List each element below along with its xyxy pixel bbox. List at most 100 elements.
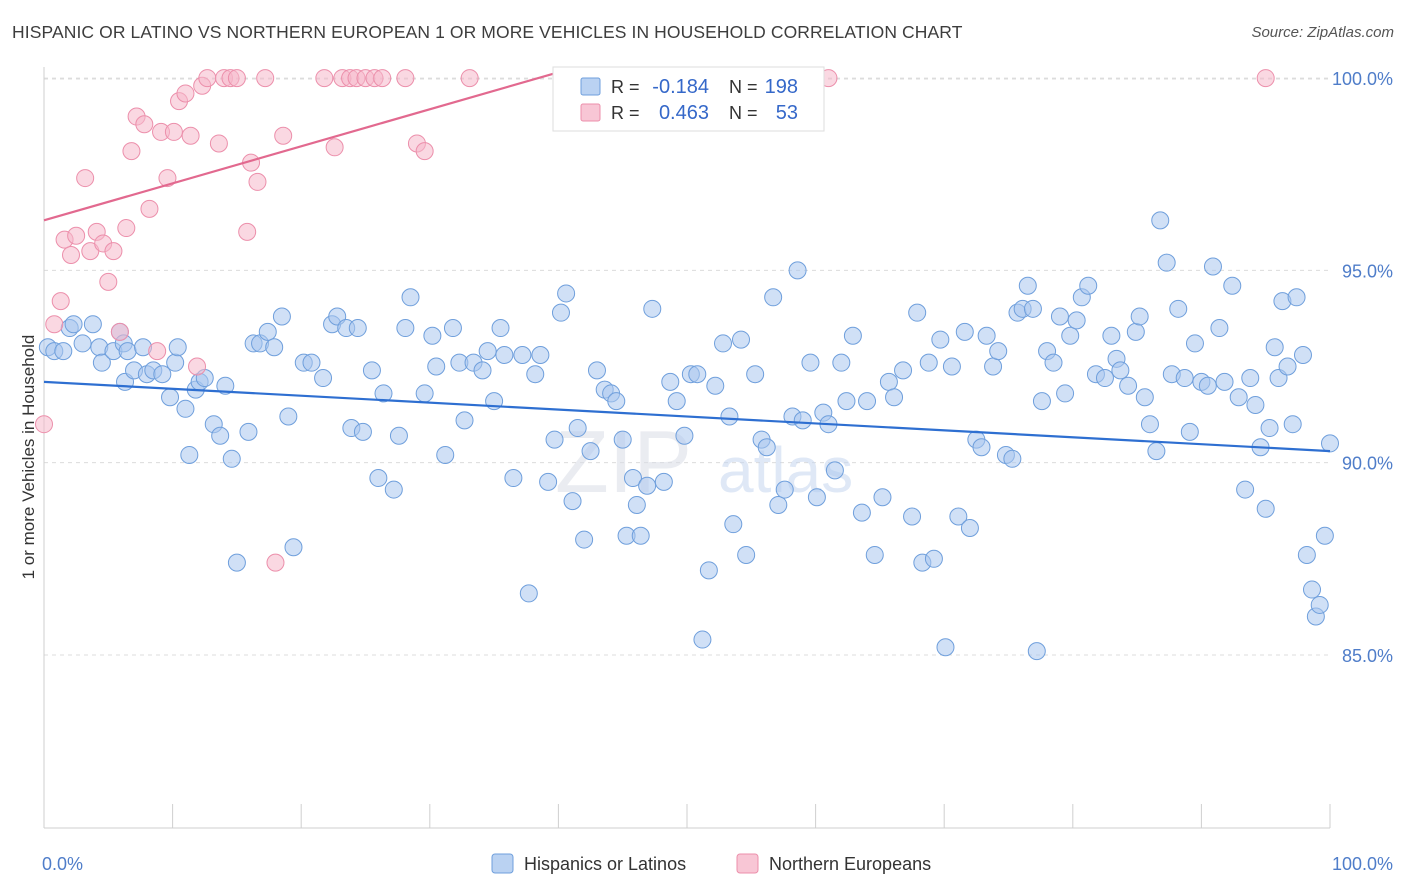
data-point: [675, 426, 694, 445]
data-point: [587, 361, 606, 380]
data-point: [1067, 311, 1086, 330]
data-point: [455, 411, 474, 430]
data-point: [643, 299, 662, 318]
data-point: [211, 426, 230, 445]
data-point: [720, 407, 739, 426]
data-point: [1032, 392, 1051, 411]
data-point: [885, 388, 904, 407]
data-point: [879, 372, 898, 391]
data-point: [769, 495, 788, 514]
data-point: [1297, 545, 1316, 564]
data-point: [209, 134, 228, 153]
data-point: [45, 315, 64, 334]
trend-line-hispanics: [43, 380, 1331, 453]
data-point: [239, 422, 258, 441]
data-point: [373, 69, 392, 88]
data-point: [1095, 369, 1114, 388]
data-point: [1315, 526, 1334, 545]
data-point: [654, 472, 673, 491]
y-tick-label: 95.0%: [1342, 261, 1393, 281]
data-point: [315, 69, 334, 88]
legend-item-northern-europeans-label: Northern Europeans: [769, 854, 931, 874]
data-point: [314, 369, 333, 388]
data-point: [1126, 322, 1145, 341]
data-point: [513, 345, 532, 364]
data-point: [1229, 388, 1248, 407]
data-point: [473, 361, 492, 380]
data-point: [176, 399, 195, 418]
data-point: [568, 419, 587, 438]
data-point: [557, 284, 576, 303]
trend-lines: [43, 69, 1331, 453]
data-point: [746, 365, 765, 384]
data-point: [627, 495, 646, 514]
data-point: [443, 319, 462, 338]
data-point: [279, 407, 298, 426]
data-point: [436, 445, 455, 464]
data-point: [955, 322, 974, 341]
data-point: [1135, 388, 1154, 407]
data-point: [227, 553, 246, 572]
data-point: [931, 330, 950, 349]
data-point: [688, 365, 707, 384]
source-label: Source: ZipAtlas.com: [1251, 24, 1394, 41]
y-tick-label: 85.0%: [1342, 646, 1393, 666]
data-point: [908, 303, 927, 322]
data-point: [661, 372, 680, 391]
legend-r-label-2: R =: [611, 103, 640, 123]
legend-n-label-2: N =: [729, 103, 758, 123]
chart-title: HISPANIC OR LATINO VS NORTHERN EUROPEAN …: [12, 22, 963, 42]
data-point: [348, 319, 367, 338]
data-point: [984, 357, 1003, 376]
data-point: [865, 545, 884, 564]
data-point: [873, 488, 892, 507]
data-point: [1246, 395, 1265, 414]
data-point: [161, 388, 180, 407]
data-point: [832, 353, 851, 372]
data-point: [1056, 384, 1075, 403]
data-point: [732, 330, 751, 349]
data-point: [222, 449, 241, 468]
data-point: [972, 438, 991, 457]
data-point: [396, 69, 415, 88]
data-point: [825, 461, 844, 480]
data-point: [384, 480, 403, 499]
data-point: [180, 445, 199, 464]
data-point: [1003, 449, 1022, 468]
data-point: [788, 261, 807, 280]
data-point: [122, 142, 141, 161]
data-point: [960, 519, 979, 538]
data-point: [545, 430, 564, 449]
legend-r-value-2: 0.463: [659, 102, 709, 124]
data-point: [83, 315, 102, 334]
data-point: [62, 245, 81, 264]
data-point: [764, 288, 783, 307]
data-point: [924, 549, 943, 568]
data-point: [362, 361, 381, 380]
data-point: [575, 530, 594, 549]
x-tick-label: 0.0%: [42, 854, 83, 874]
data-point: [526, 365, 545, 384]
data-point: [164, 122, 183, 141]
data-point: [353, 422, 372, 441]
data-point: [1283, 415, 1302, 434]
data-point: [623, 469, 642, 488]
data-point: [67, 226, 86, 245]
data-point: [1241, 369, 1260, 388]
data-point: [1310, 595, 1329, 614]
correlation-legend-box: R = -0.184 N = 198 R = 0.463 N = 53: [552, 66, 825, 132]
y-axis-label: 1 or more Vehicles in Household: [19, 335, 38, 580]
x-tick-label: 100.0%: [1332, 854, 1393, 874]
legend-swatch-blue: [580, 77, 601, 96]
data-point: [519, 584, 538, 603]
trend-line-northern-europeans: [43, 69, 566, 222]
data-point: [837, 392, 856, 411]
data-point: [54, 342, 73, 361]
legend-item-northern-europeans-swatch: [736, 853, 759, 874]
data-point: [1018, 276, 1037, 295]
data-point: [1175, 369, 1194, 388]
data-point: [1151, 211, 1170, 230]
data-point: [1236, 480, 1255, 499]
legend-n-value-1: 198: [765, 76, 798, 98]
